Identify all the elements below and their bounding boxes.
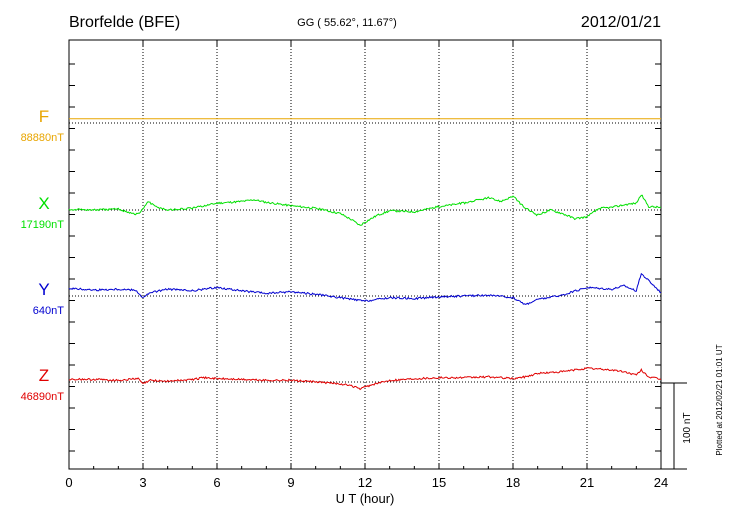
component-label-X: X xyxy=(38,194,49,213)
station-coordinates: GG ( 55.62°, 11.67°) xyxy=(297,17,397,29)
x-tick-label-15: 15 xyxy=(432,475,446,490)
series-line-X xyxy=(68,194,662,226)
component-label-Y: Y xyxy=(38,280,49,299)
series-group xyxy=(68,118,662,391)
series-line-Y xyxy=(68,272,662,305)
x-tick-label-21: 21 xyxy=(580,475,594,490)
baseline-value-Y: 640nT xyxy=(33,305,64,317)
grid xyxy=(69,40,661,469)
x-axis-label: U T (hour) xyxy=(336,491,395,506)
series-line-Z xyxy=(68,367,662,391)
x-tick-label-0: 0 xyxy=(65,475,72,490)
scale-bar-label: 100 nT xyxy=(682,412,693,443)
x-tick-labels: 0 3 6 9 12 15 18 21 24 xyxy=(65,475,668,490)
component-labels: F 88880nT X 17190nT Y 640nT Z 46890nT xyxy=(21,107,65,403)
component-label-Z: Z xyxy=(39,366,49,385)
baseline-value-Z: 46890nT xyxy=(21,391,65,403)
x-tick-label-3: 3 xyxy=(139,475,146,490)
station-title: Brorfelde (BFE) xyxy=(69,14,180,31)
scale-bar: 100 nT xyxy=(661,382,693,470)
baseline-value-F: 88880nT xyxy=(21,132,65,144)
x-tick-label-24: 24 xyxy=(654,475,668,490)
x-tick-label-12: 12 xyxy=(358,475,372,490)
plotted-timestamp: Plotted at 2012/02/21 01:01 UT xyxy=(715,344,724,455)
x-tick-label-6: 6 xyxy=(213,475,220,490)
x-tick-label-9: 9 xyxy=(287,475,294,490)
x-tick-label-18: 18 xyxy=(506,475,520,490)
plot-date: 2012/01/21 xyxy=(581,14,661,31)
axis-ticks xyxy=(68,40,662,469)
baseline-value-X: 17190nT xyxy=(21,219,65,231)
plot-frame xyxy=(68,39,662,470)
component-label-F: F xyxy=(39,107,49,126)
